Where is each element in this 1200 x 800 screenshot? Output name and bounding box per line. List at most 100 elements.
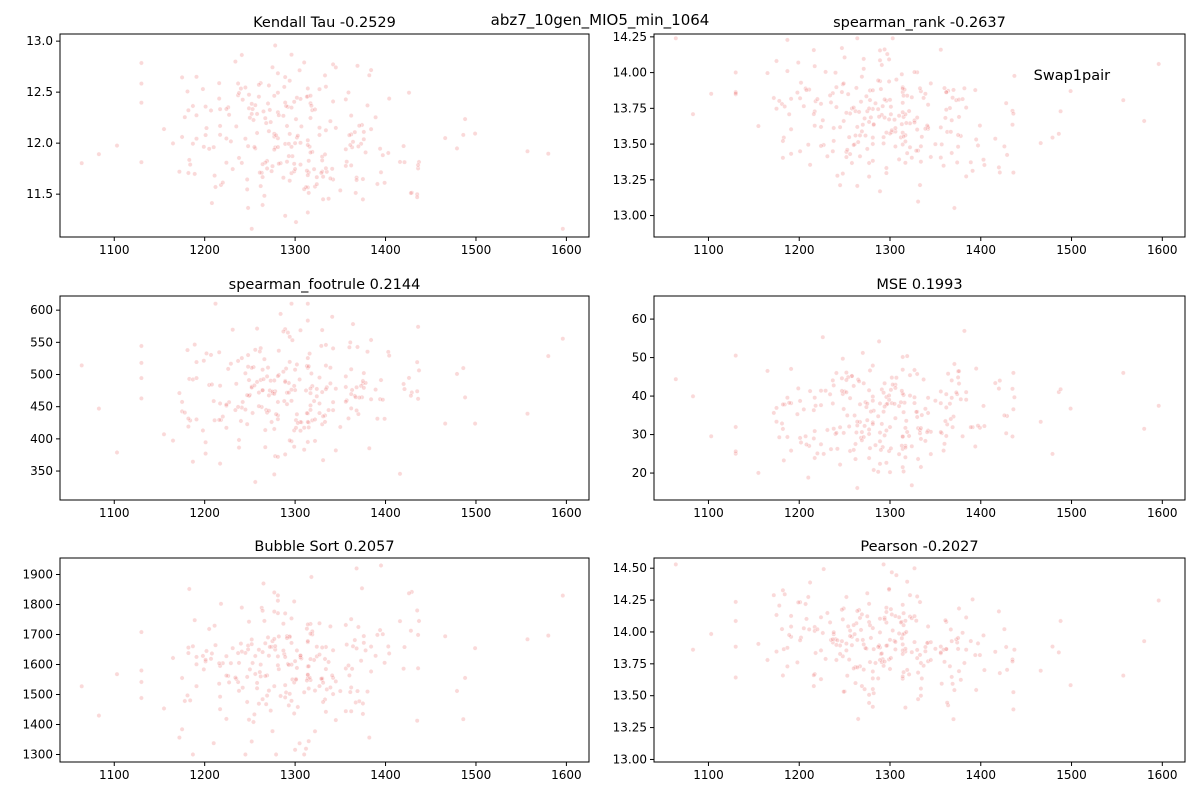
data-point: [943, 433, 949, 439]
data-point: [262, 160, 268, 166]
data-point: [733, 89, 739, 95]
subplot-title: Pearson -0.2027: [860, 539, 978, 555]
data-point: [894, 375, 899, 381]
data-point: [324, 169, 330, 175]
data-point: [318, 170, 324, 176]
data-point: [386, 96, 392, 102]
data-point: [293, 677, 299, 683]
data-point: [958, 677, 964, 683]
x-tick-label: 1200: [189, 768, 220, 782]
data-point: [397, 471, 403, 477]
data-point: [179, 675, 185, 681]
data-point: [805, 594, 811, 600]
data-point: [236, 660, 242, 666]
data-point: [377, 146, 383, 152]
data-point: [312, 688, 318, 693]
data-point: [875, 676, 881, 681]
data-point: [368, 67, 374, 73]
data-point: [923, 438, 928, 444]
data-point: [918, 159, 924, 165]
data-point: [291, 444, 297, 450]
data-point: [858, 99, 864, 105]
data-point: [185, 424, 191, 429]
data-point: [282, 100, 288, 106]
data-point: [401, 666, 406, 672]
data-point: [780, 402, 786, 407]
data-point: [918, 464, 924, 470]
data-point: [1141, 426, 1147, 432]
data-point: [879, 62, 885, 68]
data-point: [812, 628, 818, 634]
data-point: [287, 634, 293, 639]
data-point: [828, 100, 834, 105]
data-point: [244, 699, 250, 705]
data-point: [818, 614, 824, 620]
data-point: [293, 425, 299, 431]
subplot-annotation: Swap1pair: [1034, 68, 1110, 84]
data-point: [952, 361, 957, 367]
data-point: [780, 155, 786, 161]
data-point: [823, 388, 828, 394]
data-point: [329, 314, 335, 320]
data-point: [138, 100, 144, 106]
data-point: [756, 470, 761, 476]
data-point: [194, 416, 199, 422]
data-point: [258, 662, 264, 667]
data-point: [834, 430, 839, 436]
data-point: [876, 114, 882, 120]
data-point: [244, 177, 250, 182]
data-point: [690, 111, 696, 117]
data-point: [460, 132, 466, 138]
data-point: [275, 399, 281, 405]
y-tick-label: 550: [30, 335, 53, 349]
data-point: [975, 423, 981, 429]
data-point: [907, 393, 913, 398]
data-point: [267, 107, 273, 113]
data-point: [1156, 598, 1162, 603]
data-point: [361, 136, 367, 142]
y-tick-label: 13.00: [613, 209, 647, 223]
scatter-points: [79, 301, 566, 485]
data-point: [308, 656, 313, 662]
data-point: [866, 106, 872, 111]
data-point: [297, 67, 302, 73]
data-point: [201, 667, 207, 672]
data-point: [385, 349, 391, 355]
data-point: [275, 70, 281, 76]
data-point: [996, 164, 1002, 170]
data-point: [825, 153, 830, 159]
data-point: [185, 693, 190, 698]
data-point: [298, 162, 303, 168]
data-point: [218, 182, 224, 188]
data-point: [1003, 644, 1009, 650]
data-point: [201, 358, 207, 364]
data-point: [915, 425, 921, 431]
data-point: [861, 56, 867, 62]
data-point: [887, 637, 893, 643]
data-point: [901, 134, 906, 139]
y-tick-label: 13.75: [613, 101, 647, 115]
data-point: [913, 618, 919, 624]
data-point: [955, 132, 961, 138]
data-point: [343, 146, 349, 152]
data-point: [774, 58, 779, 64]
data-point: [382, 180, 387, 186]
data-point: [242, 407, 248, 412]
data-point: [756, 641, 761, 647]
data-point: [901, 469, 906, 474]
data-point: [176, 390, 182, 396]
data-point: [804, 442, 809, 447]
data-point: [289, 640, 294, 646]
data-point: [900, 100, 906, 106]
data-point: [854, 85, 859, 91]
data-point: [250, 106, 256, 112]
data-point: [839, 388, 845, 394]
data-point: [236, 445, 242, 450]
data-point: [267, 644, 273, 650]
data-point: [788, 96, 794, 102]
data-point: [323, 666, 329, 672]
data-point: [870, 398, 876, 404]
data-point: [272, 643, 278, 649]
data-point: [847, 448, 853, 454]
data-point: [851, 142, 857, 148]
